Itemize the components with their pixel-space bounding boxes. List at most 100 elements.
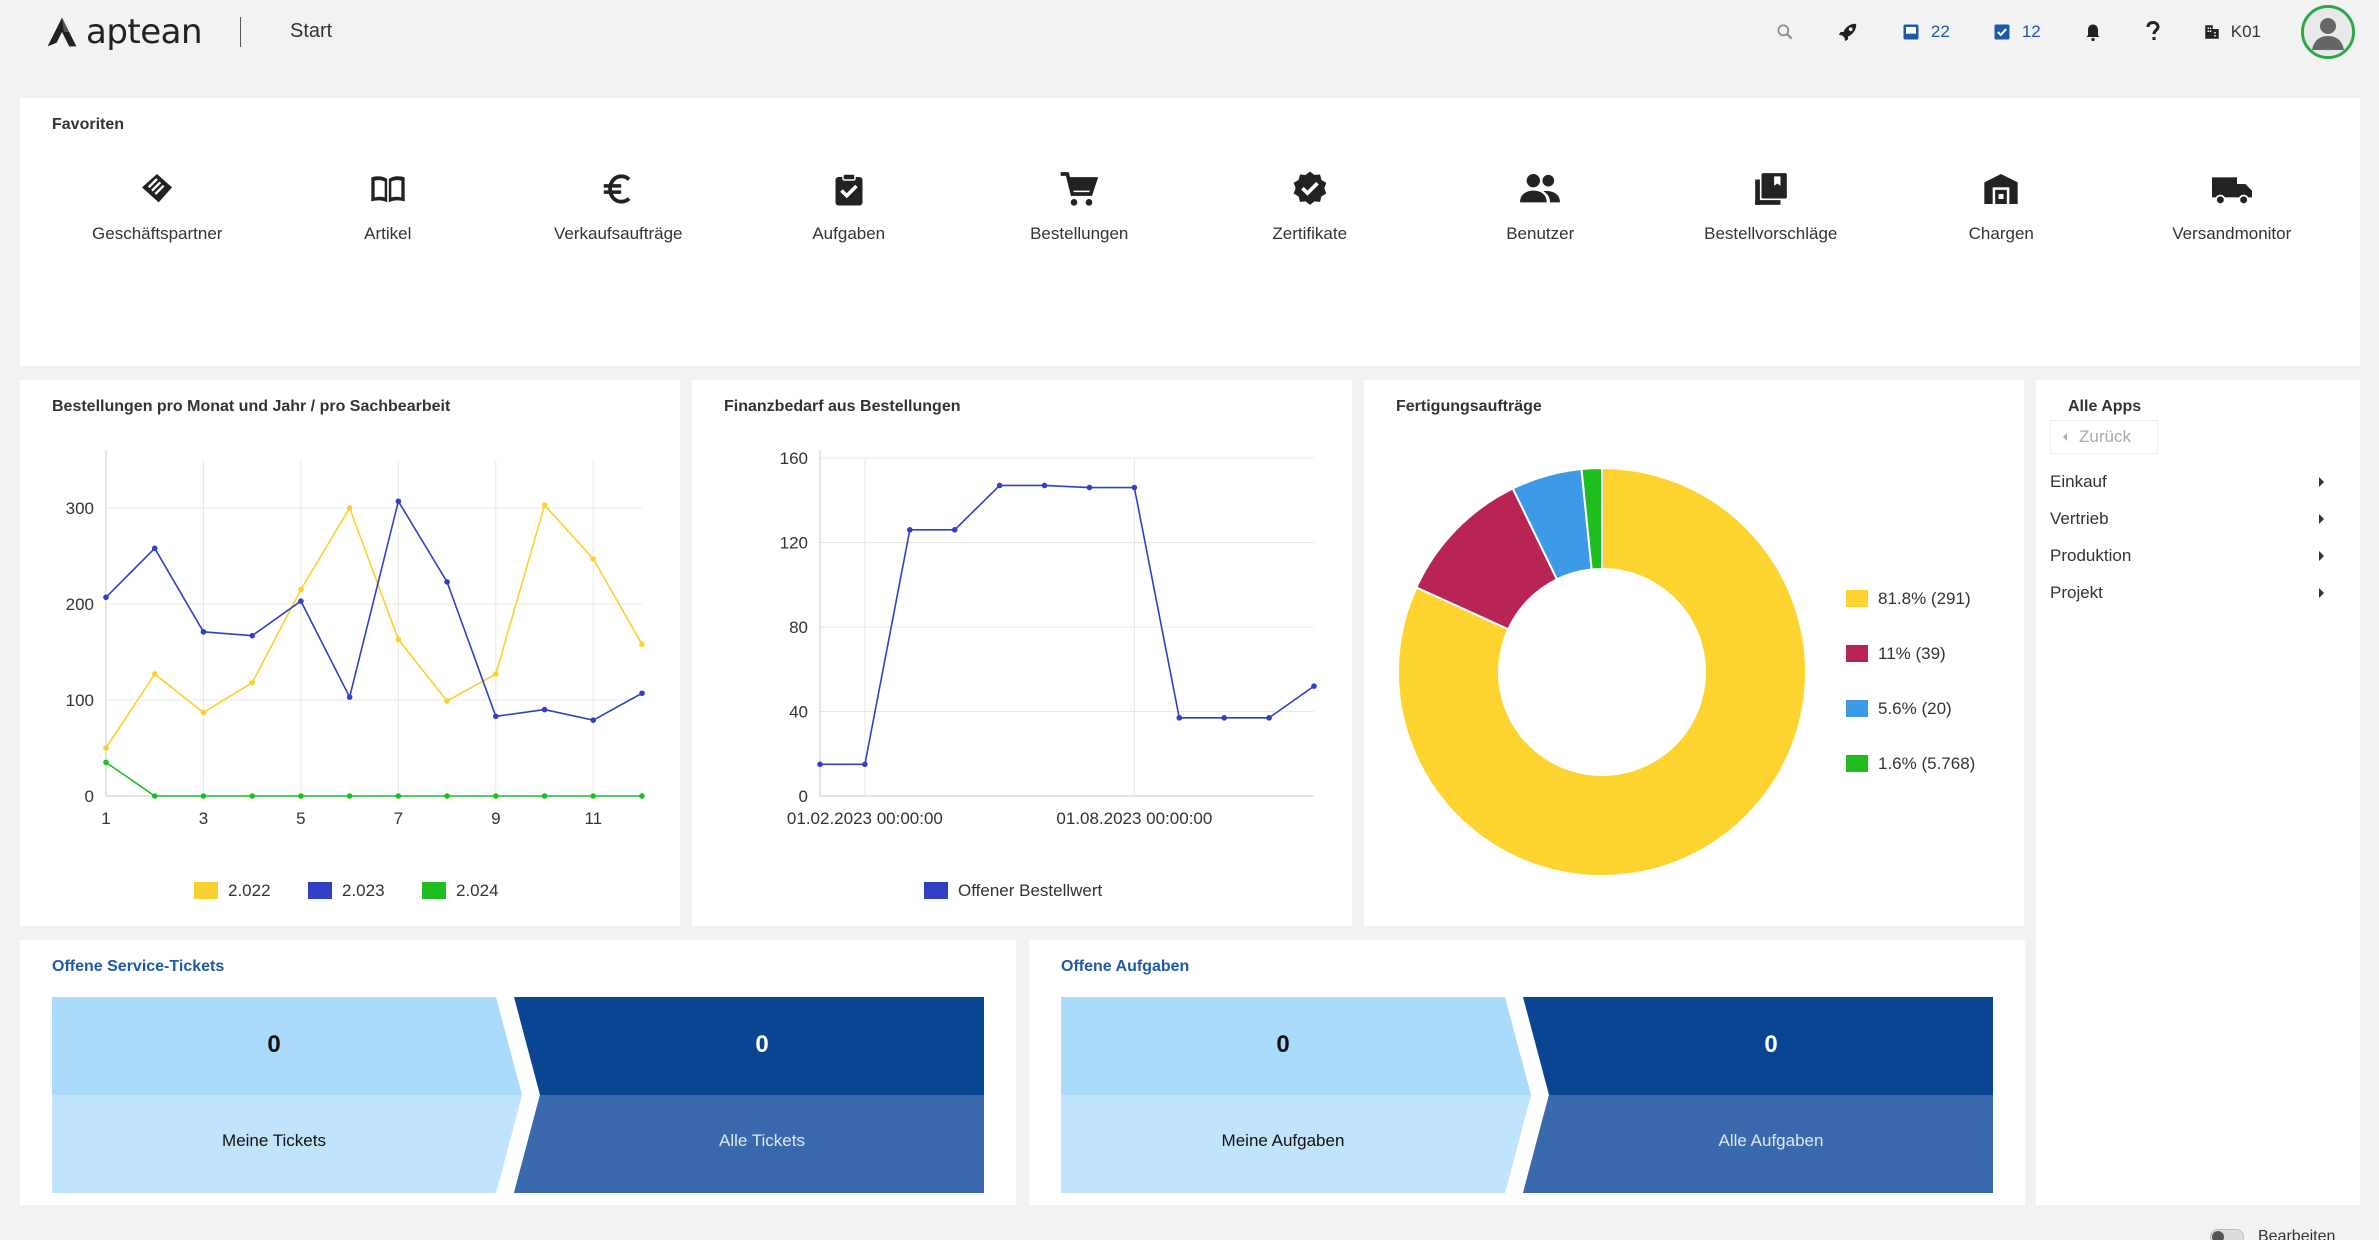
all-tickets-label[interactable]: Alle Tickets	[719, 1131, 805, 1150]
launch-button[interactable]	[1837, 21, 1859, 43]
edit-switch[interactable]	[2210, 1229, 2244, 1240]
y-tick-label: 300	[66, 499, 94, 518]
back-button[interactable]: Zurück	[2050, 420, 2158, 454]
legend-swatch	[1846, 700, 1868, 717]
data-point	[249, 679, 255, 686]
favorite-label: Chargen	[1968, 224, 2034, 243]
clipboard-check-icon	[835, 173, 863, 206]
orders-chart-title: Bestellungen pro Monat und Jahr / pro Sa…	[52, 398, 451, 415]
data-point	[103, 745, 109, 751]
data-point	[151, 793, 158, 799]
data-point	[346, 505, 353, 511]
data-point	[103, 594, 109, 601]
y-tick-label: 80	[789, 618, 808, 637]
series-line	[105, 503, 643, 749]
legend-label: 2.023	[342, 881, 385, 900]
user-avatar[interactable]	[2301, 5, 2355, 59]
page-title: Start	[290, 20, 333, 42]
data-point	[996, 482, 1003, 489]
my-tasks-label[interactable]: Meine Aufgaben	[1221, 1131, 1345, 1150]
data-point	[444, 698, 450, 704]
favorite-label: Artikel	[364, 224, 412, 243]
edit-toggle[interactable]: Bearbeiten	[2210, 1228, 2335, 1240]
favorites-list: Geschäftspartner Artikel Verkaufsaufträg…	[20, 168, 2360, 244]
series-line	[105, 761, 642, 797]
y-tick-label: 40	[789, 703, 808, 722]
favorite-versandmonitor[interactable]: Versandmonitor	[2117, 168, 2348, 244]
favorite-verkaufsauftraege[interactable]: Verkaufsaufträge	[503, 168, 734, 244]
data-point	[541, 502, 548, 508]
notifications-button[interactable]	[2083, 22, 2103, 42]
title-separator	[240, 17, 241, 47]
legend-swatch	[924, 882, 948, 899]
favorite-label: Versandmonitor	[2172, 224, 2292, 243]
x-tick-label: 7	[394, 809, 403, 828]
favorite-chargen[interactable]: Chargen	[1886, 168, 2117, 244]
favorite-aufgaben[interactable]: Aufgaben	[734, 168, 965, 244]
all-tasks-label[interactable]: Alle Aufgaben	[1718, 1131, 1824, 1150]
all-tickets-count[interactable]: 0	[755, 1031, 769, 1058]
data-point	[151, 671, 158, 677]
aptean-logo[interactable]: aptean	[44, 10, 203, 54]
my-tasks-count[interactable]: 0	[1276, 1031, 1290, 1058]
my-tickets-label[interactable]: Meine Tickets	[222, 1131, 326, 1150]
favorite-label: Bestellvorschläge	[1704, 224, 1838, 243]
data-point	[1266, 715, 1272, 721]
data-point	[493, 671, 499, 677]
legend-swatch	[422, 882, 446, 899]
legend-label: 5.6% (20)	[1878, 699, 1952, 718]
my-tickets-count[interactable]: 0	[267, 1031, 281, 1058]
favorite-label: Geschäftspartner	[92, 224, 223, 243]
favorite-benutzer[interactable]: Benutzer	[1425, 168, 1656, 244]
search-button[interactable]	[1775, 22, 1795, 42]
data-point	[200, 793, 207, 799]
inbox-button[interactable]: 22	[1901, 22, 1950, 42]
inbox-count: 22	[1930, 22, 1950, 41]
legend-label: Offener Bestellwert	[958, 881, 1103, 900]
verified-badge-icon	[1293, 171, 1327, 205]
favorites-panel: Favoriten Geschäftspartner Artikel Verka…	[20, 98, 2360, 366]
data-point	[395, 636, 402, 643]
all-tasks-count[interactable]: 0	[1764, 1031, 1778, 1058]
data-point	[1176, 715, 1183, 721]
data-point	[200, 709, 207, 716]
x-tick-label: 11	[584, 809, 602, 828]
x-tick-label: 9	[491, 809, 500, 828]
favorite-bestellungen[interactable]: Bestellungen	[964, 168, 1195, 244]
apps-item-projekt[interactable]: Projekt	[2050, 575, 2340, 611]
finance-chart-title: Finanzbedarf aus Bestellungen	[724, 398, 961, 415]
production-chart-title: Fertigungsaufträge	[1396, 398, 1542, 415]
data-point	[590, 717, 597, 723]
data-point	[817, 761, 823, 768]
x-tick-label: 3	[199, 809, 208, 828]
favorite-geschaeftspartner[interactable]: Geschäftspartner	[42, 168, 273, 244]
data-point	[346, 793, 353, 799]
apps-item-vertrieb[interactable]: Vertrieb	[2050, 501, 2340, 537]
finance-line-chart: 0 40 80 120 160 01.02.2023 00:00:00 01.08.2023…	[780, 449, 1317, 900]
building-icon	[2205, 25, 2219, 39]
company-code: K01	[2230, 22, 2261, 41]
production-chart-panel: Fertigungsaufträge 81.8% (291) 11% (39) 5.…	[1364, 380, 2024, 926]
apps-item-produktion[interactable]: Produktion	[2050, 538, 2340, 574]
favorite-bestellvorschlaege[interactable]: Bestellvorschläge	[1656, 168, 1887, 244]
data-point	[1221, 715, 1227, 721]
tasks-button[interactable]: 12	[1992, 22, 2041, 42]
donut-slice	[1397, 466, 1807, 877]
data-point	[907, 527, 913, 533]
x-tick-label: 5	[296, 809, 305, 828]
top-toolbar: 22 12 K01	[1733, 5, 2355, 59]
aptean-logo-mark	[47, 17, 77, 47]
y-tick-label: 200	[66, 595, 94, 614]
legend-swatch	[308, 882, 332, 899]
company-selector[interactable]: K01	[2203, 22, 2261, 42]
data-point	[639, 641, 645, 648]
favorite-zertifikate[interactable]: Zertifikate	[1195, 168, 1426, 244]
legend-label: 11% (39)	[1878, 644, 1946, 663]
chevron-right-icon	[2319, 514, 2324, 524]
y-tick-label: 0	[85, 787, 94, 806]
apps-item-einkauf[interactable]: Einkauf	[2050, 464, 2340, 500]
shopping-cart-icon	[1060, 172, 1099, 206]
help-button[interactable]	[2145, 21, 2161, 43]
favorite-artikel[interactable]: Artikel	[273, 168, 504, 244]
euro-icon	[604, 174, 631, 204]
